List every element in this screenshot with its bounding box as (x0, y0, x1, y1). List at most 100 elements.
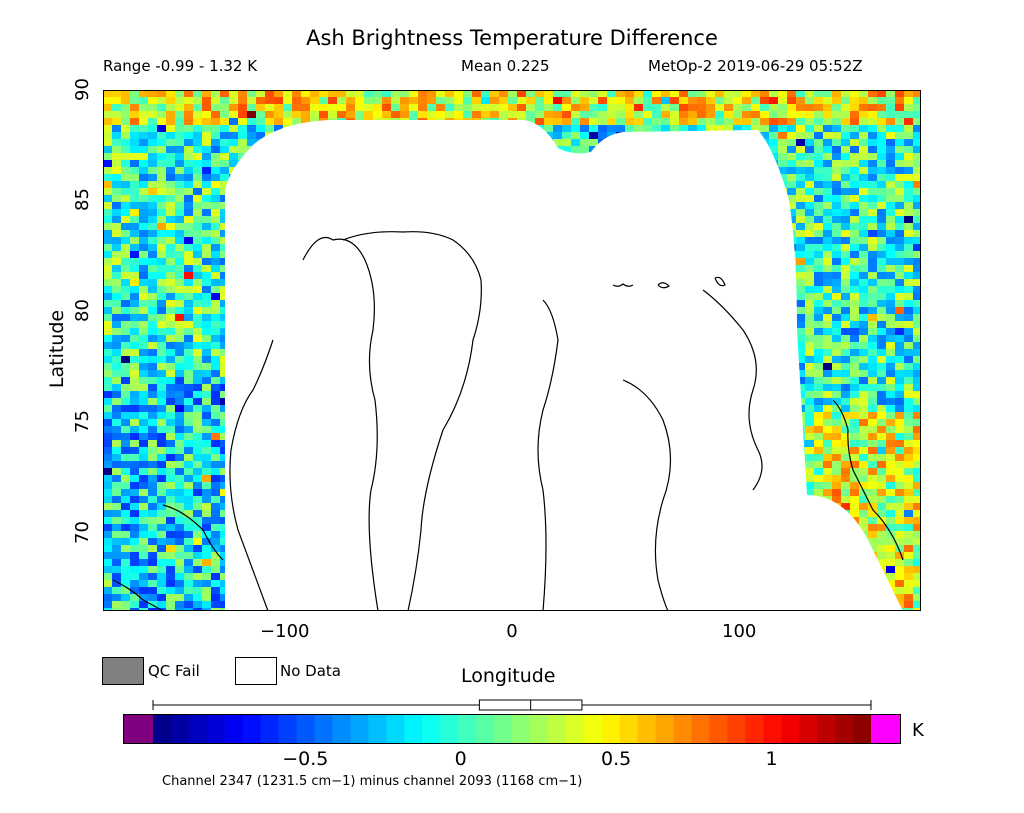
data-pixel (184, 356, 194, 364)
data-pixel (877, 412, 887, 420)
data-pixel (121, 314, 131, 322)
data-pixel (193, 286, 203, 294)
data-pixel (139, 433, 149, 441)
data-pixel (814, 237, 824, 245)
data-pixel (895, 97, 905, 105)
data-pixel (193, 230, 203, 238)
data-pixel (166, 349, 176, 357)
data-pixel (895, 244, 905, 252)
data-pixel (805, 195, 815, 203)
data-pixel (598, 132, 608, 140)
data-pixel (859, 279, 869, 287)
data-pixel (229, 97, 239, 105)
data-pixel (121, 251, 131, 259)
data-pixel (697, 97, 707, 105)
data-pixel (211, 300, 221, 308)
data-pixel (886, 125, 896, 133)
data-pixel (796, 335, 806, 343)
data-pixel (670, 90, 680, 98)
data-pixel (103, 286, 113, 294)
data-pixel (130, 202, 140, 210)
data-pixel (445, 97, 455, 105)
data-pixel (886, 419, 896, 427)
data-pixel (175, 104, 185, 112)
data-pixel (724, 125, 734, 133)
data-pixel (571, 90, 581, 98)
data-pixel (823, 314, 833, 322)
data-pixel (175, 328, 185, 336)
data-pixel (868, 328, 878, 336)
data-pixel (823, 461, 833, 469)
data-pixel (868, 461, 878, 469)
data-pixel (202, 426, 212, 434)
data-pixel (625, 97, 635, 105)
data-pixel (805, 132, 815, 140)
data-pixel (130, 132, 140, 140)
data-pixel (148, 370, 158, 378)
data-pixel (211, 111, 221, 119)
data-pixel (418, 104, 428, 112)
data-pixel (112, 132, 122, 140)
data-pixel (202, 272, 212, 280)
data-pixel (877, 244, 887, 252)
data-pixel (904, 153, 914, 161)
data-pixel (211, 468, 221, 476)
data-pixel (751, 118, 761, 126)
data-pixel (202, 433, 212, 441)
data-pixel (139, 251, 149, 259)
data-pixel (895, 90, 905, 98)
data-pixel (157, 286, 167, 294)
data-pixel (193, 412, 203, 420)
data-pixel (184, 258, 194, 266)
data-pixel (832, 146, 842, 154)
data-pixel (913, 97, 921, 105)
data-pixel (220, 468, 230, 476)
data-pixel (805, 125, 815, 133)
data-pixel (112, 167, 122, 175)
data-pixel (679, 97, 689, 105)
data-pixel (409, 97, 419, 105)
data-pixel (472, 97, 482, 105)
data-pixel (796, 370, 806, 378)
data-pixel (904, 244, 914, 252)
data-pixel (850, 461, 860, 469)
data-pixel (220, 363, 230, 371)
data-pixel (166, 384, 176, 392)
data-pixel (139, 300, 149, 308)
data-pixel (193, 223, 203, 231)
data-pixel (616, 125, 626, 133)
data-pixel (868, 314, 878, 322)
data-pixel (193, 293, 203, 301)
data-pixel (652, 90, 662, 98)
data-pixel (859, 370, 869, 378)
data-pixel (607, 118, 617, 126)
data-pixel (886, 223, 896, 231)
data-pixel (616, 97, 626, 105)
data-pixel (832, 342, 842, 350)
data-pixel (841, 160, 851, 168)
data-pixel (895, 419, 905, 427)
data-pixel (526, 104, 536, 112)
data-pixel (697, 118, 707, 126)
data-pixel (220, 370, 230, 378)
data-pixel (274, 97, 284, 105)
data-pixel (877, 300, 887, 308)
data-pixel (157, 328, 167, 336)
data-pixel (904, 216, 914, 224)
data-pixel (121, 328, 131, 336)
data-pixel (814, 349, 824, 357)
data-pixel (103, 167, 113, 175)
data-pixel (355, 90, 365, 98)
data-pixel (202, 209, 212, 217)
data-pixel (886, 111, 896, 119)
data-pixel (877, 461, 887, 469)
data-pixel (823, 321, 833, 329)
data-pixel (148, 181, 158, 189)
data-pixel (211, 377, 221, 385)
data-pixel (193, 125, 203, 133)
data-pixel (148, 405, 158, 413)
data-pixel (148, 223, 158, 231)
data-pixel (814, 335, 824, 343)
data-pixel (418, 90, 428, 98)
data-pixel (625, 90, 635, 98)
